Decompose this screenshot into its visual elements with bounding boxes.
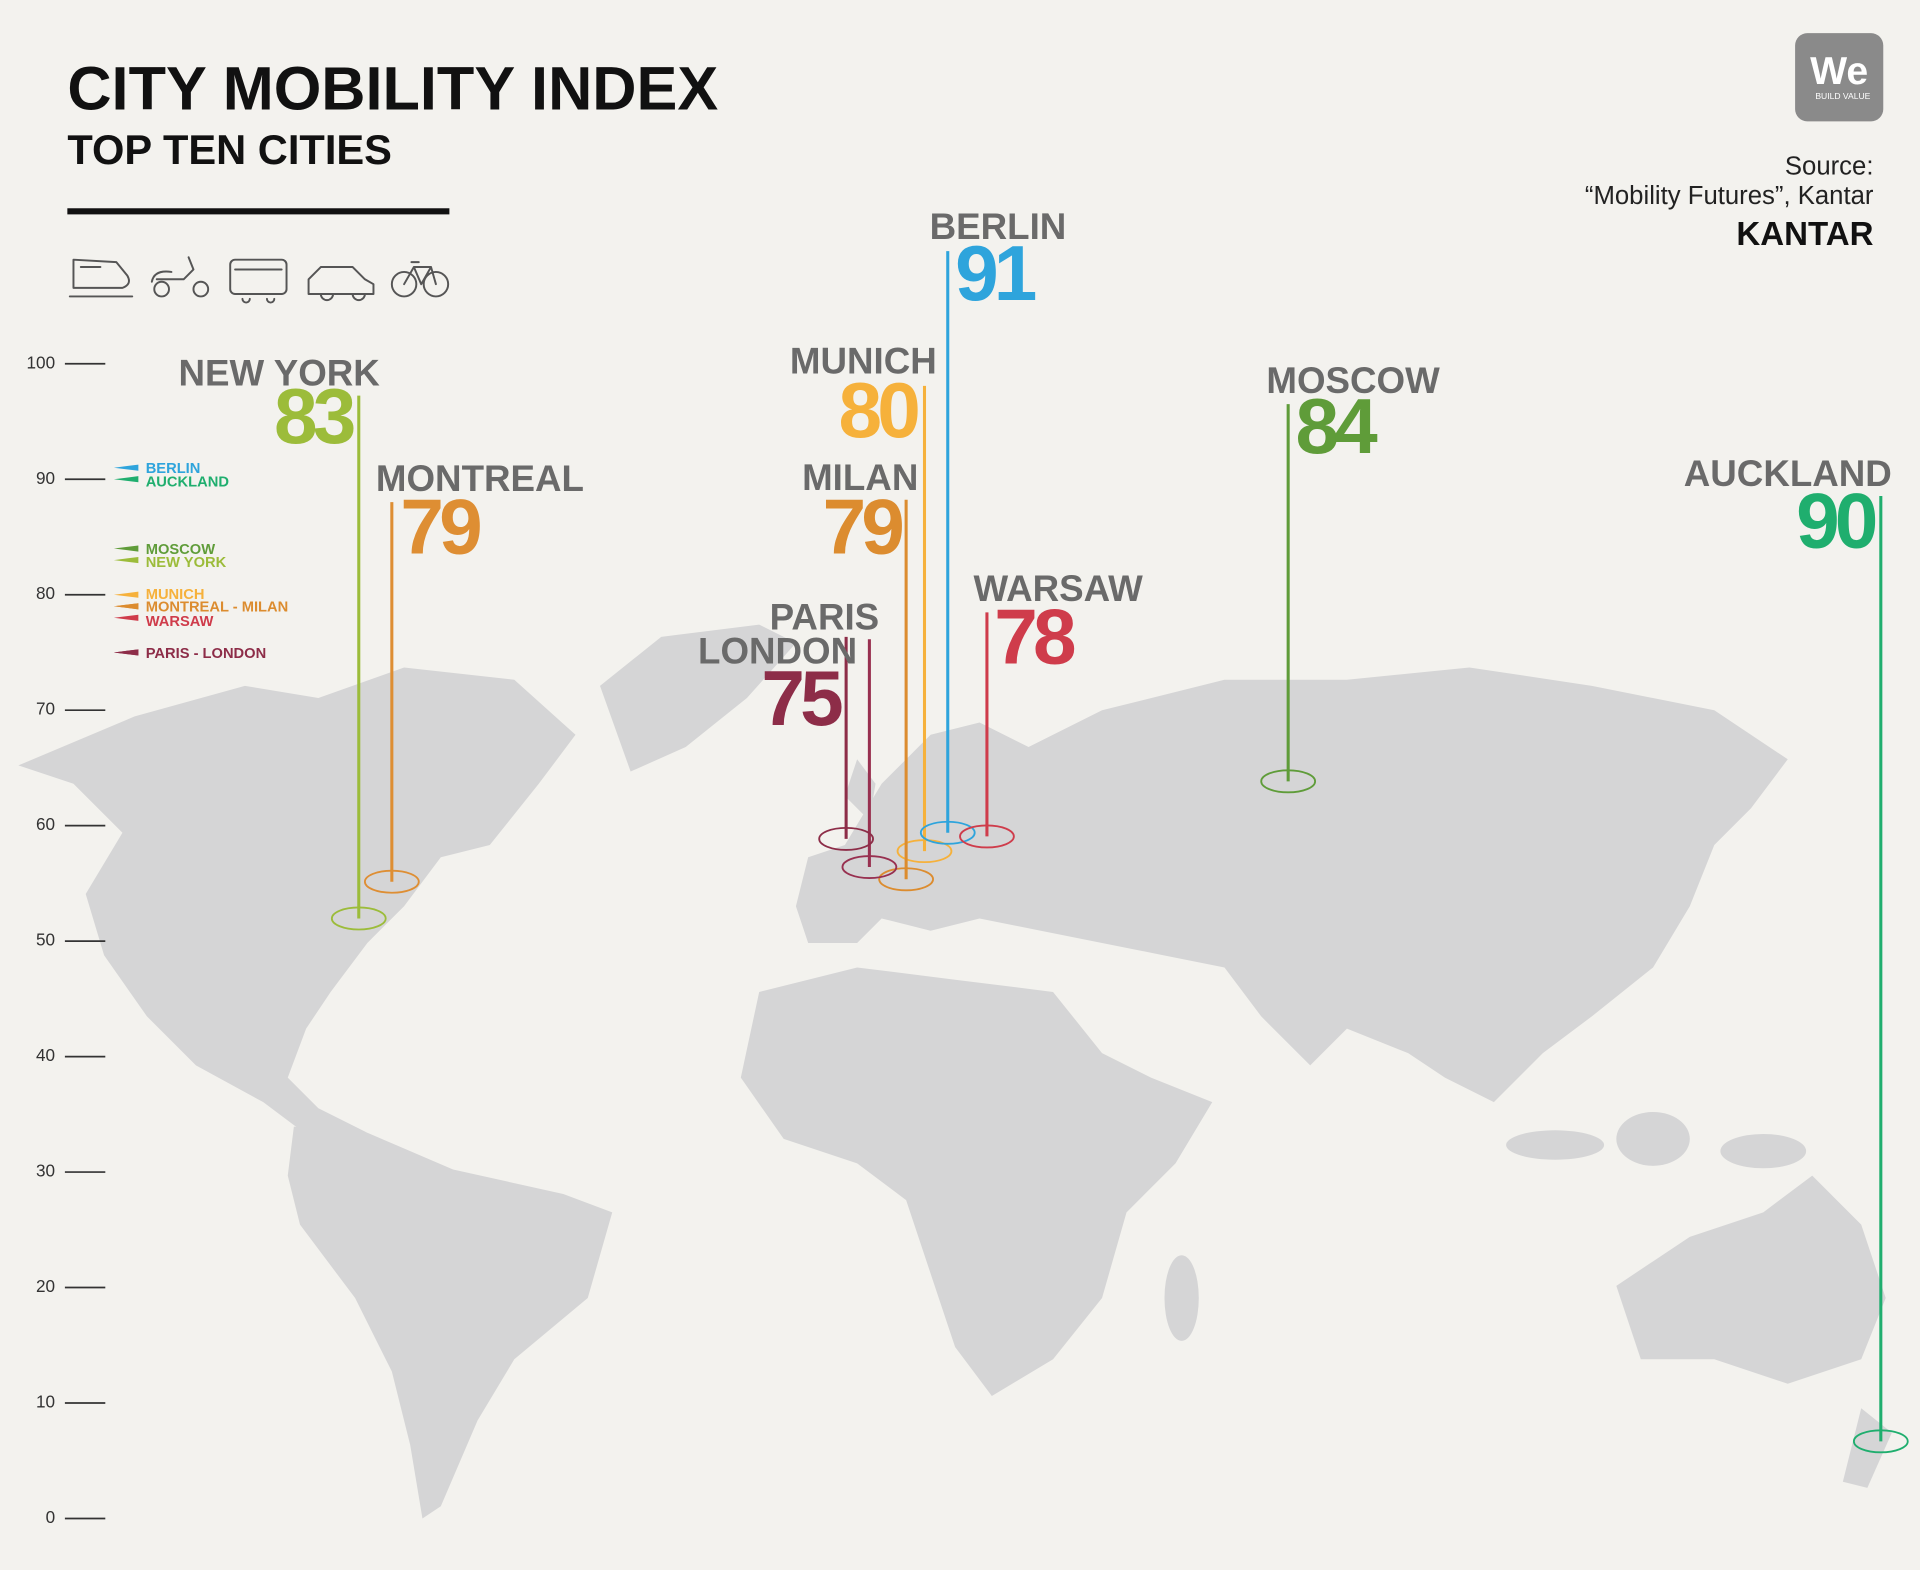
axis-marker (113, 603, 139, 610)
city-value: 80 (839, 366, 919, 454)
y-tick-label: 60 (36, 814, 55, 834)
axis-label: WARSAW (146, 614, 214, 630)
logo-tagline: BUILD VALUE (1815, 91, 1870, 101)
city-value: 91 (955, 229, 1036, 317)
city-name: WARSAW (973, 568, 1143, 609)
city-value: 79 (400, 482, 480, 570)
world-map (18, 624, 1892, 1519)
subtitle: TOP TEN CITIES (67, 126, 392, 173)
title-rule (67, 208, 450, 215)
y-tick-label: 30 (36, 1161, 55, 1181)
y-tick-label: 100 (27, 352, 56, 372)
city-value: 90 (1796, 476, 1876, 564)
axis-marker (113, 591, 139, 598)
axis-label: MUNICH (146, 587, 205, 603)
city-name: MILAN (802, 457, 918, 498)
y-tick-label: 0 (46, 1507, 56, 1527)
city-name: BERLIN (930, 206, 1067, 247)
city-name: MONTREAL (376, 458, 584, 499)
axis-label: AUCKLAND (146, 474, 229, 490)
city-value: 75 (761, 654, 842, 742)
city-name: AUCKLAND (1684, 453, 1892, 494)
axis-label: MOSCOW (146, 542, 215, 558)
axis-label: PARIS - LONDON (146, 646, 267, 662)
city-name: PARIS (770, 596, 880, 637)
y-tick-label: 20 (36, 1276, 55, 1296)
city-value: 83 (274, 372, 354, 460)
axis-marker (113, 614, 139, 621)
y-tick-label: 80 (36, 583, 55, 603)
city-value: 79 (823, 482, 903, 570)
city-name: MOSCOW (1266, 360, 1440, 401)
y-tick-label: 90 (36, 468, 55, 488)
transport-icons (68, 256, 450, 304)
y-tick-label: 70 (36, 699, 55, 719)
axis-label: BERLIN (146, 461, 201, 477)
axis-marker (113, 557, 139, 564)
city-name: NEW YORK (179, 353, 381, 394)
city-value: 84 (1296, 382, 1379, 470)
y-tick-label: 50 (36, 930, 55, 950)
y-tick-label: 10 (36, 1392, 55, 1412)
title: CITY MOBILITY INDEX (67, 54, 718, 122)
source-label: Source: (1785, 153, 1874, 181)
axis-marker (113, 464, 139, 471)
y-tick-label: 40 (36, 1045, 55, 1065)
city-name: LONDON (698, 631, 857, 672)
brand: KANTAR (1736, 216, 1873, 253)
axis-label: NEW YORK (146, 555, 227, 571)
axis-marker (113, 649, 139, 656)
logo-text: We (1810, 50, 1868, 93)
axis-marker (113, 545, 139, 552)
logo (1795, 33, 1884, 122)
source: “Mobility Futures”, Kantar (1585, 182, 1874, 210)
city-name: MUNICH (790, 340, 937, 381)
axis-marker (113, 476, 139, 483)
city-value: 78 (994, 593, 1075, 681)
axis-label: MONTREAL - MILAN (146, 599, 289, 615)
